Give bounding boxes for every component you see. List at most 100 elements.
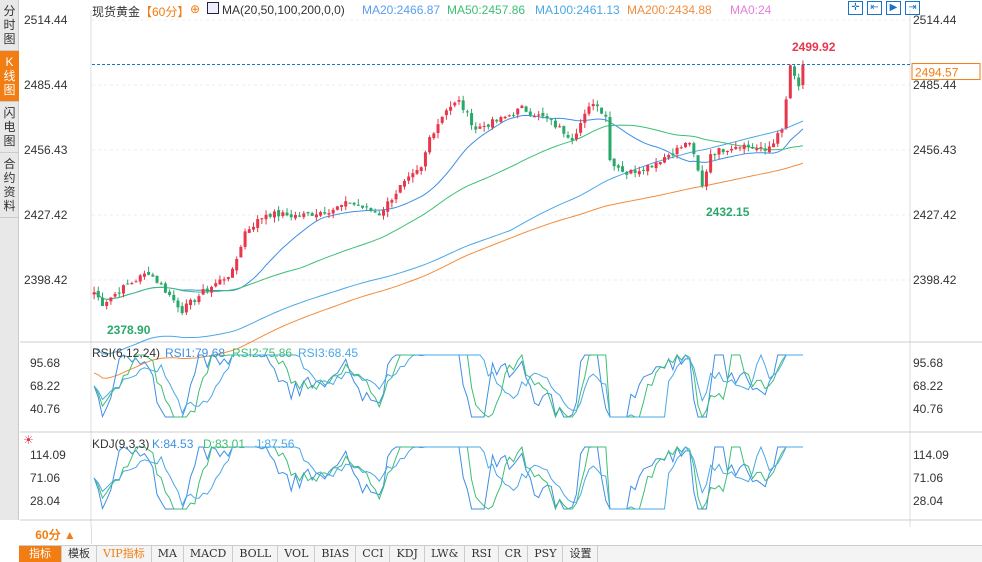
candle [256,219,260,228]
candle [604,114,608,117]
candle [419,167,423,171]
sidebar-item-kline[interactable]: K线图 [0,51,19,102]
tab-0[interactable]: 指标 [19,546,62,562]
candle [549,119,553,121]
candle [314,214,318,218]
zoom-range-icon[interactable]: ⇤ [867,1,882,15]
ma0-value: MA0:24 [730,3,772,17]
candle [537,114,541,116]
tab-5[interactable]: BOLL [233,546,279,562]
tab-2[interactable]: VIP指标 [97,546,152,562]
candle [172,294,176,301]
tab-13[interactable]: PSY [528,546,564,562]
instrument-title: 现货黄金 [92,5,141,19]
sidebar-item-timeshare[interactable]: 分时图 [0,0,19,51]
low-label: 2378.90 [107,323,151,337]
candle [692,143,696,155]
crosshair-icon[interactable]: ⊕ [190,2,201,16]
candle [486,124,490,127]
candle [306,212,310,214]
candle [327,213,331,215]
indicator-tabs: 指标 模板 VIP指标 MA MACD BOLL VOL BIAS CCI KDJ LW& RSI CR… [19,545,982,562]
mid-low-label: 2432.15 [706,205,750,219]
candle [272,211,276,218]
candle [591,104,595,107]
tab-1[interactable]: 模板 [62,546,97,562]
tab-3[interactable]: MA [152,546,184,562]
osc-axis-label: 28.04 [913,494,943,508]
rsi1-value: RSI1:79.68 [165,346,226,360]
ma-params[interactable]: MA(20,50,100,200,0,0) [222,3,345,17]
candle [574,133,578,140]
candle [428,137,432,153]
tab-14[interactable]: 设置 [563,546,599,562]
candle [461,100,465,110]
candle [147,271,151,275]
candle [608,117,612,161]
candle [184,303,188,313]
price-axis-label: 2514.44 [913,13,957,27]
tab-8[interactable]: CCI [356,546,391,562]
candle [478,126,482,129]
candle [138,275,142,282]
period-label: 【60分】 [140,5,190,19]
candle [767,146,771,153]
candle [377,213,381,216]
candle [432,133,436,139]
candle [595,104,599,107]
candle [772,143,776,148]
candle [105,301,109,306]
tab-7[interactable]: BIAS [315,546,357,562]
ma-chart-icon[interactable] [207,2,219,14]
candle [163,283,167,293]
tab-10[interactable]: LW& [425,546,466,562]
current-price-box [911,63,981,81]
candle [436,124,440,134]
candle [176,300,180,308]
candle [415,170,419,174]
candle [512,114,516,116]
candle [323,212,327,214]
tab-12[interactable]: CR [499,546,529,562]
price-axis-label-left: 2485.44 [24,78,68,92]
osc-line [93,353,803,419]
play-icon[interactable]: ▶ [886,1,901,15]
settings-sun-icon[interactable]: ☀ [23,433,34,447]
candle [780,129,784,133]
candle [247,229,251,233]
candle [793,66,797,76]
candle [683,142,687,148]
candle [600,107,604,114]
candle [285,212,289,216]
sidebar-item-flash[interactable]: 闪电图 [0,102,19,153]
candle [491,119,495,128]
candle [201,289,205,295]
period-selector[interactable]: 60分 ▲ [20,527,92,544]
tab-4[interactable]: MACD [184,546,234,562]
tab-6[interactable]: VOL [278,546,316,562]
jump-end-icon[interactable]: ⇥ [905,1,920,15]
candle [235,258,239,271]
crosshair-tool-icon[interactable]: ✛ [848,1,863,15]
candle [646,165,650,172]
kline-chart[interactable]: 2514.44 2514.44 2485.44 2485.44 2456.43 2456.… [20,0,982,527]
candle [730,148,734,151]
price-axis-label-left: 2427.42 [24,208,68,222]
candle [96,290,100,298]
sidebar-item-contract[interactable]: 合约资料 [0,153,19,218]
tab-9[interactable]: KDJ [390,546,425,562]
candle [407,176,411,181]
candle [390,200,394,203]
candle [444,110,448,116]
candle [528,111,532,116]
osc-axis-label-left: 68.22 [30,379,60,393]
candle [331,209,335,214]
tab-11[interactable]: RSI [465,546,499,562]
osc-axis-label: 114.09 [913,448,949,462]
ma100-value: MA100:2461.13 [535,3,620,17]
candle [298,215,302,217]
candle [642,169,646,171]
candle [755,148,759,151]
candle [541,112,545,117]
candle [763,148,767,151]
